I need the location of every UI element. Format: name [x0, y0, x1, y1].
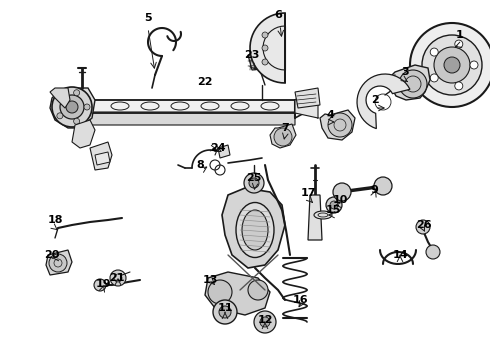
Circle shape	[262, 59, 268, 65]
Circle shape	[426, 245, 440, 259]
Polygon shape	[357, 74, 410, 129]
Text: 7: 7	[281, 123, 289, 133]
Circle shape	[430, 48, 438, 56]
Circle shape	[254, 311, 276, 333]
Circle shape	[52, 87, 92, 127]
Circle shape	[326, 197, 342, 213]
Circle shape	[410, 23, 490, 107]
Polygon shape	[90, 142, 112, 170]
Circle shape	[248, 280, 268, 300]
Circle shape	[84, 104, 90, 110]
Polygon shape	[205, 272, 270, 315]
Circle shape	[60, 95, 84, 119]
Circle shape	[57, 113, 63, 119]
Circle shape	[57, 95, 63, 101]
Polygon shape	[295, 92, 318, 118]
Circle shape	[399, 70, 427, 98]
Circle shape	[260, 317, 270, 327]
Text: 12: 12	[257, 315, 273, 325]
Polygon shape	[308, 195, 322, 240]
Circle shape	[455, 82, 463, 90]
Polygon shape	[65, 113, 295, 125]
Text: 2: 2	[371, 95, 379, 105]
Text: 15: 15	[325, 205, 341, 215]
Polygon shape	[72, 120, 95, 148]
Ellipse shape	[236, 202, 274, 257]
Text: 26: 26	[416, 220, 432, 230]
Text: 6: 6	[274, 10, 282, 20]
Circle shape	[66, 101, 78, 113]
Text: 17: 17	[300, 188, 316, 198]
Polygon shape	[270, 124, 296, 148]
Circle shape	[262, 32, 268, 38]
Text: 4: 4	[326, 110, 334, 120]
Polygon shape	[248, 52, 272, 70]
Circle shape	[262, 45, 268, 51]
Text: 23: 23	[245, 50, 260, 60]
Polygon shape	[46, 250, 72, 275]
Ellipse shape	[242, 210, 268, 250]
Circle shape	[470, 61, 478, 69]
Circle shape	[74, 90, 80, 96]
Text: 21: 21	[109, 273, 125, 283]
Circle shape	[94, 279, 106, 291]
Ellipse shape	[314, 211, 332, 219]
Text: 1: 1	[456, 30, 464, 40]
Polygon shape	[50, 88, 70, 108]
Circle shape	[434, 47, 470, 83]
Polygon shape	[390, 65, 430, 100]
Circle shape	[430, 74, 438, 82]
Circle shape	[213, 300, 237, 324]
Circle shape	[208, 280, 232, 304]
Text: 8: 8	[196, 160, 204, 170]
Text: 22: 22	[197, 77, 213, 87]
Polygon shape	[295, 88, 320, 108]
Circle shape	[444, 57, 460, 73]
Polygon shape	[320, 110, 355, 140]
Text: 11: 11	[217, 303, 233, 313]
Text: 19: 19	[95, 279, 111, 289]
Text: 18: 18	[47, 215, 63, 225]
Circle shape	[374, 177, 392, 195]
Text: 9: 9	[370, 185, 378, 195]
Polygon shape	[65, 100, 295, 112]
Text: 25: 25	[246, 173, 262, 183]
Text: 10: 10	[332, 195, 348, 205]
Text: 3: 3	[401, 67, 409, 77]
Circle shape	[416, 220, 430, 234]
Polygon shape	[50, 88, 95, 128]
Text: 24: 24	[210, 143, 226, 153]
Circle shape	[274, 128, 292, 146]
Circle shape	[328, 113, 352, 137]
Text: 13: 13	[202, 275, 218, 285]
Circle shape	[74, 118, 80, 124]
Circle shape	[422, 35, 482, 95]
Polygon shape	[218, 145, 230, 158]
Circle shape	[455, 40, 463, 48]
Text: 14: 14	[392, 250, 408, 260]
Polygon shape	[250, 13, 285, 83]
Circle shape	[219, 306, 231, 318]
Polygon shape	[95, 152, 110, 165]
Circle shape	[110, 270, 126, 286]
Circle shape	[333, 183, 351, 201]
Circle shape	[49, 254, 67, 272]
Text: 16: 16	[292, 295, 308, 305]
Circle shape	[244, 173, 264, 193]
Text: 20: 20	[44, 250, 60, 260]
Circle shape	[330, 201, 338, 209]
Circle shape	[249, 178, 259, 188]
Polygon shape	[222, 188, 285, 268]
Text: 5: 5	[144, 13, 152, 23]
